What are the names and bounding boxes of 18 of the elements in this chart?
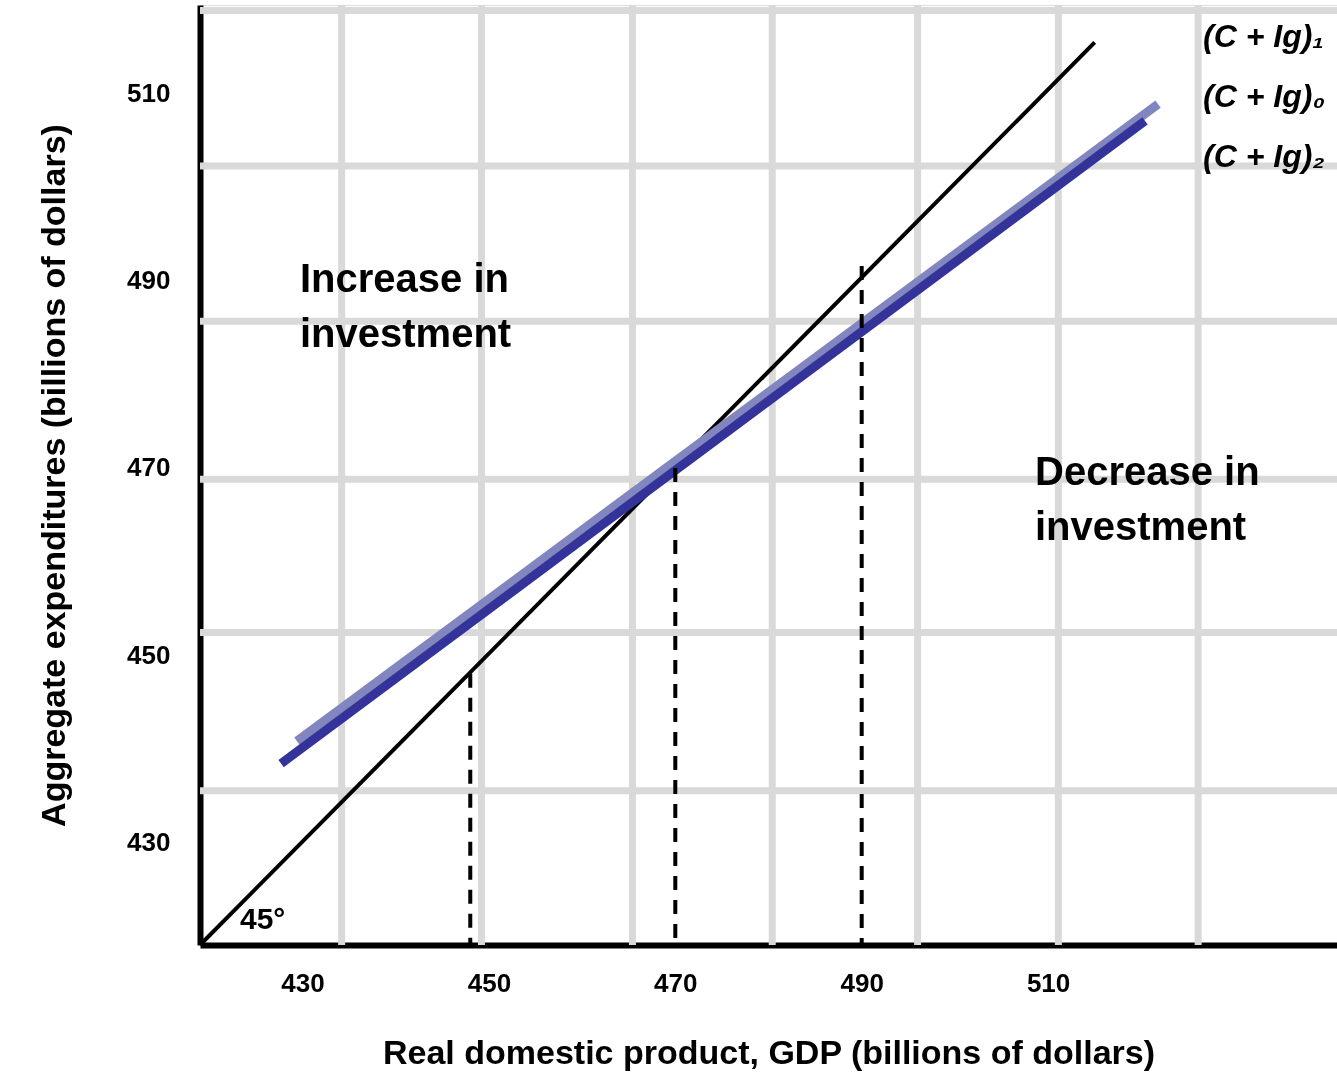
y-tick-label: 510 [127, 78, 171, 109]
x-tick-label: 450 [467, 967, 512, 998]
annotation: Decrease in investment [1035, 449, 1260, 548]
annotation: 45° [240, 902, 286, 935]
x-axis-title: Real domestic product, GDP (billions of dollars) [382, 1032, 1156, 1071]
x-tick-label: 490 [840, 967, 884, 998]
x-tick-label: 470 [654, 967, 698, 998]
text: (C + Ig)₁ [1203, 18, 1324, 55]
annotation: Increase in investment [300, 256, 512, 355]
x-tick-label: 510 [1026, 967, 1071, 998]
y-tick-label: 470 [127, 452, 171, 483]
x-tick-label: 430 [281, 967, 325, 998]
y-tick-label: 450 [127, 639, 171, 670]
y-tick-label: 490 [127, 265, 171, 296]
y-tick-label: 430 [127, 826, 171, 857]
series-label: (C + Ig)₂ [1203, 138, 1325, 175]
y-axis-title: Aggregate expenditures (billions of dollars) [34, 124, 73, 827]
series-label: (C + Ig)₀ [1203, 78, 1326, 115]
